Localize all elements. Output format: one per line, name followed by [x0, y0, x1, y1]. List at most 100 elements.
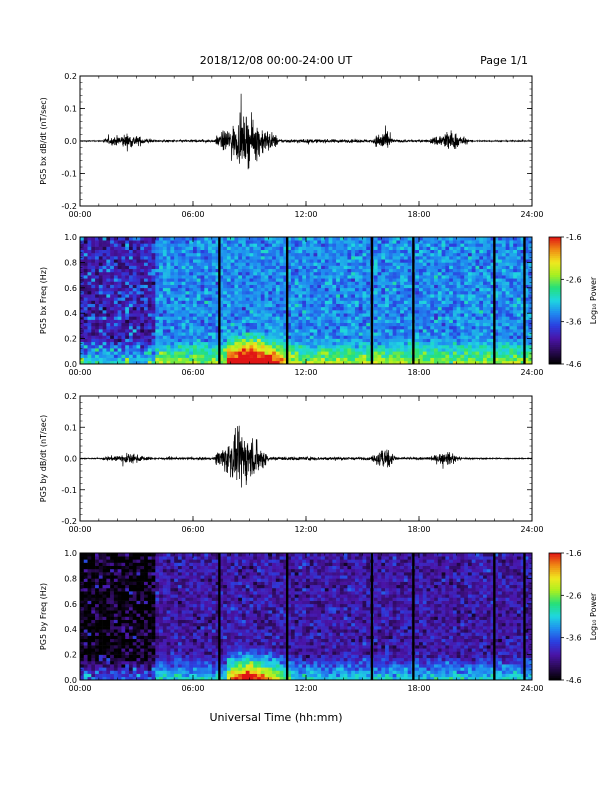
spectrogram-cell: [460, 249, 465, 254]
spectrogram-cell: [415, 287, 420, 292]
spectrogram-cell: [238, 338, 243, 343]
spectrogram-cell: [467, 259, 473, 263]
spectrogram-cell: [464, 316, 469, 320]
spectrogram-cell: [456, 249, 461, 254]
spectrogram-cell: [185, 297, 190, 301]
spectrogram-cell: [151, 332, 156, 336]
spectrogram-cell: [419, 252, 424, 257]
spectrogram-cell: [215, 310, 220, 314]
spectrogram-cell: [332, 294, 337, 298]
spectrogram-cell: [260, 252, 265, 257]
spectrogram-cell: [162, 325, 167, 330]
spectrogram-cell: [400, 290, 405, 295]
spectrogram-cell: [234, 341, 239, 346]
spectrogram-cell: [516, 252, 521, 257]
spectrogram-cell: [392, 316, 397, 320]
spectrogram-cell: [87, 297, 92, 301]
spectrogram-cell: [419, 332, 424, 336]
spectrogram-cell: [238, 357, 243, 362]
spectrogram-cell: [445, 360, 450, 365]
spectrogram-cell: [377, 306, 382, 311]
spectrogram-cell: [486, 325, 491, 330]
spectrogram-cell: [287, 325, 292, 330]
spectrogram-cell: [381, 344, 386, 349]
spectrogram-cell: [430, 249, 435, 254]
spectrogram-cell: [490, 319, 495, 324]
spectrogram-cell: [524, 259, 529, 263]
spectrogram-cell: [336, 319, 341, 324]
spectrogram-cell: [494, 310, 499, 314]
spectrogram-cell: [347, 303, 352, 308]
spectrogram-cell: [170, 341, 175, 346]
spectrogram-cell: [498, 268, 503, 273]
spectrogram-cell: [102, 268, 107, 273]
spectrogram-cell: [241, 322, 247, 327]
spectrogram-cell: [193, 360, 198, 365]
spectrogram-cell: [238, 332, 243, 336]
spectrogram-cell: [98, 300, 103, 304]
spectrogram-cell: [125, 313, 130, 317]
spectrogram-cell: [471, 319, 476, 324]
spectrogram-cell: [445, 262, 450, 266]
spectrogram-cell: [294, 357, 299, 362]
spectrogram-cell: [358, 303, 363, 308]
spectrogram-cell: [460, 322, 465, 327]
spectrogram-cell: [117, 281, 122, 285]
spectrogram-cell: [516, 357, 521, 362]
spectrogram-cell: [362, 287, 367, 292]
spectrogram-cell: [336, 275, 341, 279]
spectrogram-cell: [343, 300, 348, 304]
spectrogram-cell: [449, 310, 454, 314]
spectrogram-cell: [144, 316, 149, 320]
spectrogram-cell: [306, 348, 311, 352]
spectrogram-cell: [226, 344, 231, 349]
spectrogram-cell: [260, 262, 265, 266]
spectrogram-cell: [257, 290, 262, 295]
spectrogram-cell: [110, 354, 115, 358]
spectrogram-cell: [91, 332, 96, 336]
spectrogram-cell: [155, 262, 160, 266]
spectrogram-cell: [162, 360, 167, 365]
spectrogram-cell: [159, 300, 164, 304]
spectrogram-cell: [321, 310, 326, 314]
spectrogram-cell: [106, 348, 111, 352]
spectrogram-cell: [268, 316, 273, 320]
spectrogram-cell: [464, 275, 469, 279]
spectrogram-cell: [155, 271, 160, 276]
spectrogram-cell: [226, 290, 231, 295]
spectrogram-cell: [456, 259, 461, 263]
spectrogram-cell: [185, 319, 190, 324]
spectrogram-cell: [317, 351, 322, 355]
spectrogram-cell: [419, 310, 424, 314]
spectrogram-cell: [434, 297, 439, 301]
spectrogram-cell: [381, 335, 386, 339]
spectrogram-cell: [226, 252, 231, 257]
spectrogram-cell: [419, 329, 424, 333]
spectrogram-cell: [449, 259, 454, 263]
spectrogram-cell: [483, 351, 488, 355]
spectrogram-cell: [170, 322, 175, 327]
spectrogram-cell: [321, 281, 326, 285]
spectrogram-cell: [147, 256, 152, 260]
spectrogram-cell: [520, 240, 525, 244]
spectrogram-cell: [358, 335, 363, 339]
spectrogram-cell: [159, 240, 164, 244]
spectrogram-cell: [452, 306, 457, 311]
spectrogram-cell: [449, 278, 454, 282]
spectrogram-cell: [132, 306, 137, 311]
spectrogram-cell: [407, 316, 412, 320]
spectrogram-cell: [313, 310, 318, 314]
spectrogram-cell: [366, 297, 371, 301]
spectrogram-cell: [91, 243, 96, 247]
spectrogram-cell: [434, 287, 439, 292]
spectrogram-cell: [95, 290, 100, 295]
spectrogram-cell: [241, 351, 247, 355]
spectrogram-cell: [392, 246, 397, 250]
spectrogram-cell: [245, 325, 250, 330]
spectrogram-cell: [351, 281, 356, 285]
spectrogram-cell: [467, 246, 473, 250]
spectrogram-cell: [106, 262, 111, 266]
spectrogram-cell: [343, 303, 348, 308]
spectrogram-cell: [437, 275, 442, 279]
spectrogram-cell: [437, 357, 442, 362]
